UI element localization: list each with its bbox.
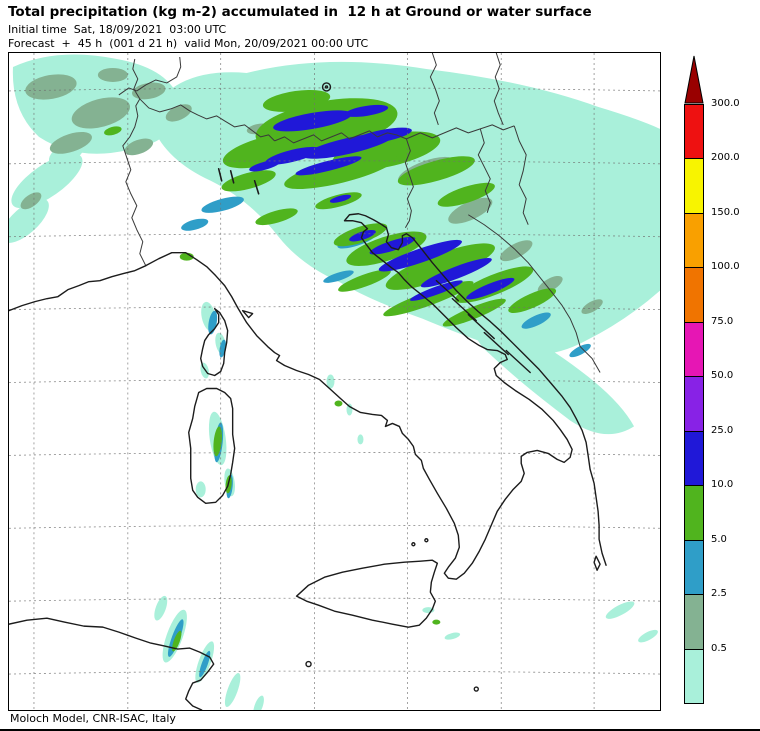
colorbar-band — [685, 539, 703, 595]
graticule-layer — [9, 53, 660, 710]
forecast-valid-label: Forecast + 45 h (001 d 21 h) valid Mon, … — [8, 37, 369, 50]
colorbar-band — [685, 212, 703, 268]
colorbar-overflow-arrow — [684, 55, 704, 104]
colorbar-tick-label: 300.0 — [711, 98, 740, 109]
model-credit: Moloch Model, CNR-ISAC, Italy — [10, 712, 176, 725]
colorbar-band — [685, 105, 703, 159]
lakes-layer — [217, 168, 260, 195]
colorbar-tick-label: 150.0 — [711, 207, 740, 218]
colorbar-band — [685, 376, 703, 431]
colorbar-tick-label: 200.0 — [711, 152, 740, 163]
colorbar-band — [685, 158, 703, 213]
colorbar-band — [685, 321, 703, 377]
colorbar-tick-label: 100.0 — [711, 261, 740, 272]
colorbar-tick-label: 5.0 — [711, 534, 727, 545]
precipitation-colorbar: 300.0 200.0 150.0 100.0 75.0 50.0 25.0 1… — [684, 55, 748, 704]
colorbar-tick-label: 2.5 — [711, 588, 727, 599]
colorbar-tick-label: 10.0 — [711, 479, 734, 490]
colorbar-band — [685, 430, 703, 486]
colorbar-tick-label: 75.0 — [711, 316, 734, 327]
colorbar-tick-label: 25.0 — [711, 425, 734, 436]
colorbar-tick-label: 0.5 — [711, 643, 727, 654]
colorbar-band — [685, 594, 703, 649]
coastline-layer — [9, 82, 607, 710]
map-frame — [8, 52, 661, 711]
initial-time-label: Initial time Sat, 18/09/2021 03:00 UTC — [8, 23, 227, 36]
border-layer — [118, 53, 601, 373]
map-canvas — [9, 53, 660, 710]
page-title: Total precipitation (kg m-2) accumulated… — [8, 4, 592, 20]
colorbar-tick-label: 50.0 — [711, 370, 734, 381]
colorbar-band — [685, 648, 703, 703]
colorbar-band — [685, 485, 703, 540]
colorbar-band — [685, 267, 703, 322]
colorbar-bands — [684, 104, 704, 704]
